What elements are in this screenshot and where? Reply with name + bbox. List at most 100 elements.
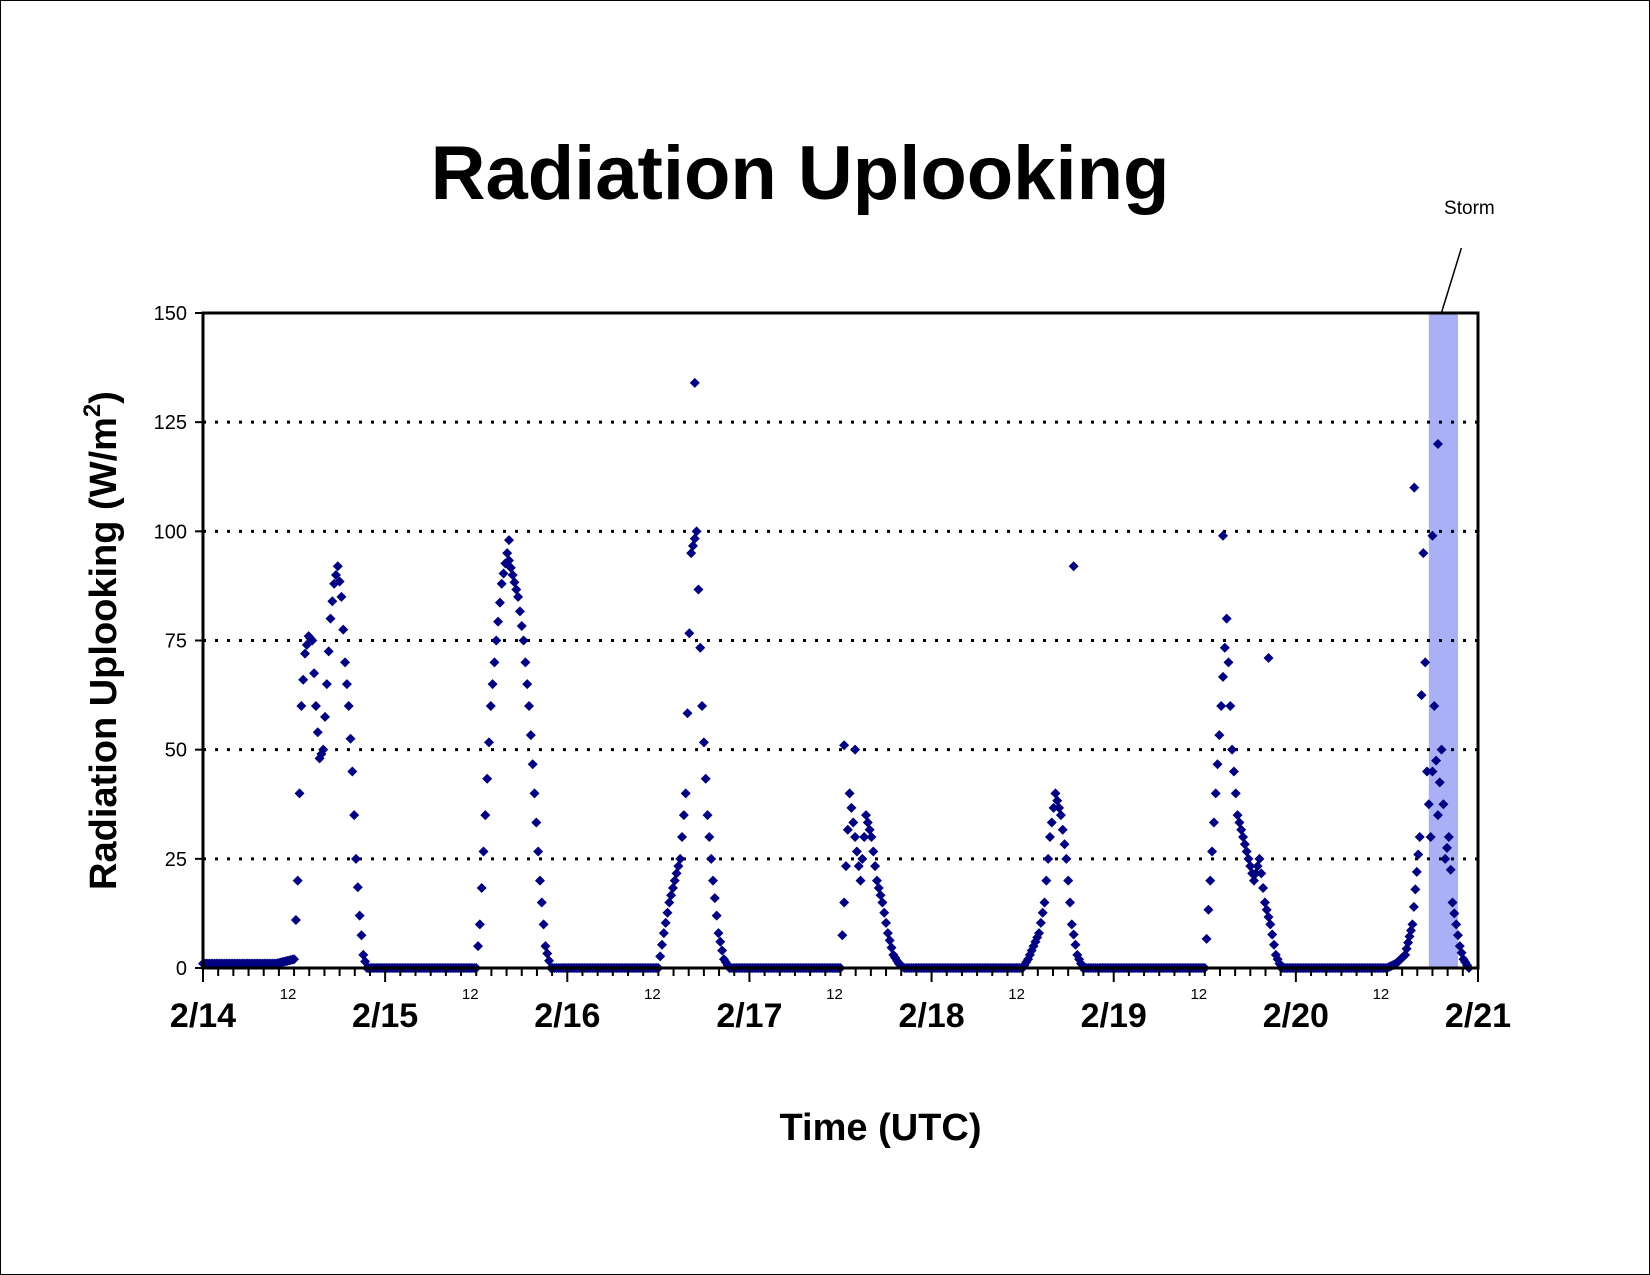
data-point — [498, 568, 509, 579]
data-point — [330, 570, 341, 580]
data-point — [862, 817, 873, 828]
y-tick-label: 0 — [176, 958, 187, 980]
data-point — [662, 907, 673, 918]
data-point — [1070, 939, 1081, 950]
data-point — [1221, 613, 1232, 624]
data-point — [524, 701, 535, 711]
data-point — [349, 810, 360, 821]
data-point — [1048, 802, 1059, 813]
data-point — [1043, 853, 1054, 864]
data-point — [700, 773, 711, 784]
data-point — [693, 584, 704, 595]
data-point — [504, 555, 514, 566]
data-point — [1059, 839, 1070, 850]
data-point — [534, 875, 545, 886]
data-point — [1265, 919, 1276, 930]
data-point — [502, 548, 513, 559]
data-point — [1256, 868, 1267, 879]
x-date-label: 2/16 — [534, 997, 600, 1035]
data-point — [352, 882, 363, 893]
data-point — [702, 810, 713, 821]
data-point — [542, 948, 553, 959]
data-point — [1205, 875, 1216, 886]
data-point — [536, 897, 547, 908]
data-point — [697, 701, 708, 711]
data-point — [713, 928, 724, 939]
data-point — [850, 744, 861, 755]
data-point — [514, 606, 525, 617]
data-point — [695, 642, 706, 653]
data-point — [660, 917, 671, 928]
data-point — [1055, 810, 1066, 821]
data-point — [1269, 939, 1279, 950]
data-point — [544, 955, 555, 966]
data-point — [850, 832, 861, 842]
data-point — [1052, 795, 1063, 806]
data-point — [1418, 548, 1429, 559]
data-point — [1065, 897, 1075, 908]
data-point — [1423, 799, 1434, 810]
data-point — [290, 914, 301, 925]
data-point — [1413, 849, 1424, 860]
data-point — [1239, 839, 1250, 850]
data-point — [709, 893, 720, 904]
data-point — [531, 817, 542, 828]
data-point — [336, 591, 347, 602]
data-point — [1261, 904, 1272, 915]
x-date-label: 2/17 — [716, 997, 782, 1035]
data-point — [1267, 929, 1278, 940]
data-point — [296, 701, 307, 711]
data-point — [667, 882, 678, 893]
y-tick-label: 75 — [165, 631, 187, 653]
data-point — [686, 548, 697, 559]
x-date-label: 2/18 — [898, 997, 964, 1035]
data-point — [673, 861, 684, 872]
data-point — [321, 679, 332, 690]
data-point — [1214, 730, 1225, 741]
data-point — [655, 951, 666, 962]
data-point — [474, 919, 485, 930]
data-point — [307, 635, 318, 646]
data-point — [1432, 439, 1443, 449]
data-point — [884, 935, 895, 946]
data-point — [1207, 846, 1218, 857]
data-point — [323, 646, 334, 657]
data-point — [837, 930, 848, 941]
data-point — [347, 766, 358, 777]
data-point — [478, 846, 489, 857]
x-hour-label: 12 — [462, 986, 479, 1003]
y-axis-title-main: Radiation Uplooking (W/m — [83, 417, 125, 890]
data-point — [1420, 657, 1431, 668]
data-point — [1035, 917, 1046, 928]
data-point — [520, 657, 531, 668]
data-point — [1066, 919, 1077, 930]
data-point — [1243, 853, 1254, 864]
data-point — [483, 737, 494, 748]
data-point — [1201, 933, 1212, 944]
x-axis-ticks: 2/14 2/15 2/16 2/17 2/18 2/19 2/20 2/21 12 12 12 12… — [170, 968, 1511, 1035]
y-axis-title-close: ) — [83, 391, 125, 404]
data-point — [1039, 897, 1050, 908]
data-point — [666, 890, 677, 901]
data-point — [1219, 642, 1230, 653]
data-point — [879, 907, 890, 918]
data-point — [706, 853, 717, 864]
data-point — [529, 788, 540, 799]
y-tick-label: 25 — [165, 849, 187, 871]
data-point — [341, 679, 352, 690]
data-point — [851, 846, 862, 857]
data-point — [496, 578, 507, 589]
data-point — [671, 868, 682, 879]
data-point — [325, 613, 336, 624]
data-point — [354, 910, 365, 921]
x-hour-label: 12 — [644, 986, 661, 1003]
data-point — [1422, 766, 1432, 777]
x-date-label: 2/20 — [1263, 997, 1329, 1035]
x-date-label: 2/14 — [170, 997, 236, 1035]
data-point — [1407, 919, 1418, 930]
data-point — [345, 733, 356, 744]
y-axis-title: Radiation Uplooking (W/m2) — [79, 391, 125, 890]
x-hour-label: 12 — [1373, 986, 1390, 1003]
data-point — [1210, 788, 1221, 799]
